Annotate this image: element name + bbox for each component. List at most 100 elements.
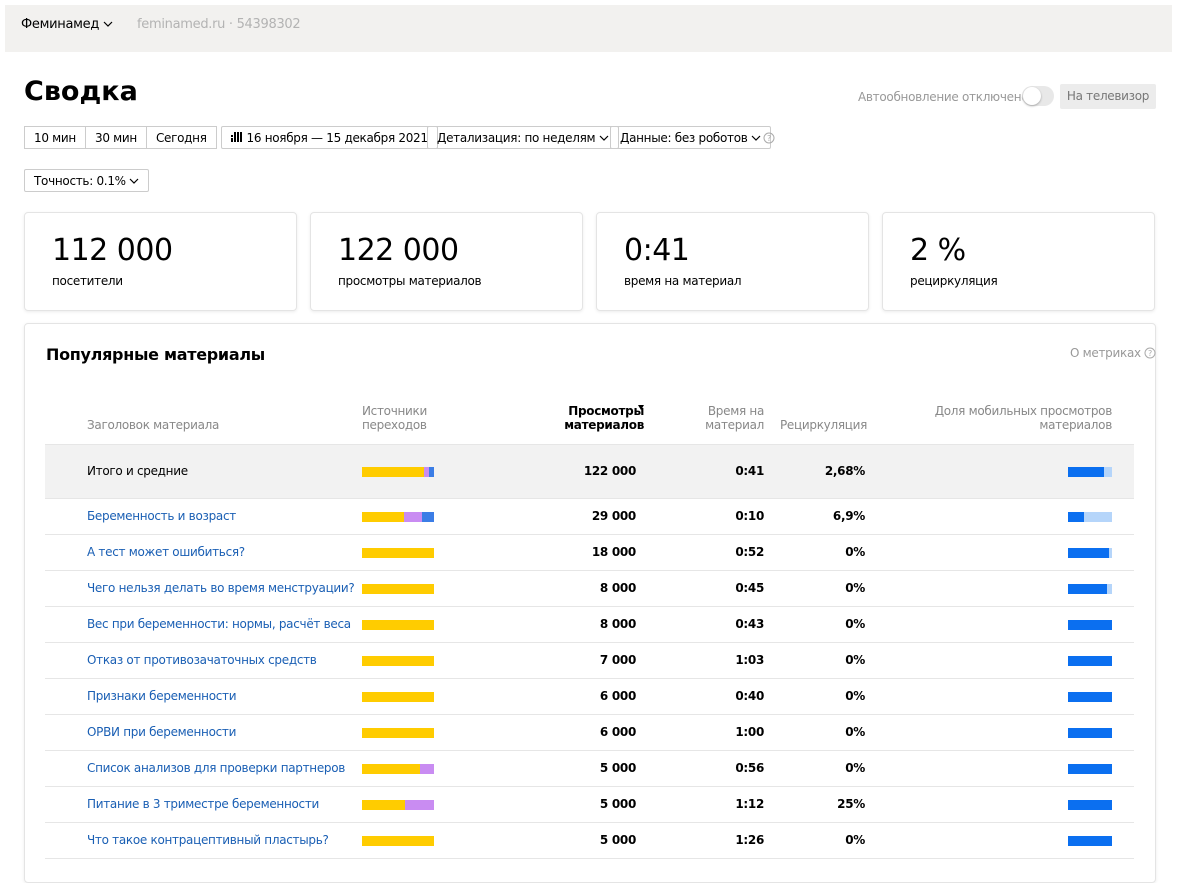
mobile-share: [1068, 836, 1112, 846]
mobile-share: [1068, 620, 1112, 630]
source-segment: [362, 656, 434, 666]
help-icon[interactable]: ?: [763, 132, 775, 144]
mobile-share: [1068, 764, 1112, 774]
about-metrics[interactable]: О метриках ?: [1070, 346, 1156, 360]
site-selector[interactable]: Феминамед: [21, 17, 113, 32]
sort-arrow[interactable]: [638, 405, 644, 410]
source-segment: [362, 836, 434, 846]
views: 7 000: [599, 653, 636, 667]
mobile-share: [1068, 584, 1107, 594]
site-name[interactable]: Феминамед: [21, 17, 100, 32]
sources-bar: [362, 512, 434, 522]
table-row: Признаки беременности 6 000 0:40 0%: [45, 679, 1134, 715]
data-select[interactable]: Данные: без роботов: [610, 126, 772, 149]
sources-bar: [362, 764, 434, 774]
top-bar: [5, 5, 1172, 52]
metric-label: просмотры материалов: [338, 274, 482, 288]
mobile-share: [1068, 692, 1112, 702]
metric-label: рециркуляция: [910, 274, 998, 288]
mobile-share: [1068, 800, 1112, 810]
accuracy-text[interactable]: Точность: 0.1%: [34, 174, 126, 188]
material-title[interactable]: Список анализов для проверки партнеров: [87, 761, 346, 775]
material-title[interactable]: Что такое контрацептивный пластырь?: [87, 833, 329, 847]
source-segment: [362, 467, 424, 477]
time: 0:56: [735, 761, 764, 775]
help-icon: ?: [1144, 347, 1156, 359]
date-range[interactable]: 16 ноября — 15 декабря 2021: [221, 126, 438, 149]
views: 122 000: [583, 464, 636, 478]
chevron: [103, 21, 113, 27]
material-title[interactable]: Питание в 3 триместре беременности: [87, 797, 320, 811]
recirculation: 2,68%: [824, 464, 865, 478]
metric-value: 2 %: [910, 233, 966, 268]
sources-bar: [362, 467, 434, 477]
column-header: Доля мобильных просмотров материалов: [934, 404, 1113, 432]
time: 0:41: [735, 464, 764, 478]
svg-text:?: ?: [1148, 349, 1152, 358]
recirculation: 0%: [845, 581, 865, 595]
autoupdate-toggle[interactable]: [1022, 86, 1054, 106]
source-segment: [428, 467, 434, 477]
source-segment: [421, 512, 434, 522]
total-row: Итого и средние 122 000 0:41 2,68%: [45, 445, 1134, 499]
metric-card: 112 000 посетители: [24, 212, 297, 311]
column-header: Рециркуляция: [780, 418, 868, 432]
source-segment: [362, 620, 434, 630]
material-title[interactable]: Вес при беременности: нормы, расчёт веса: [87, 617, 351, 631]
about-text[interactable]: О метриках: [1070, 346, 1141, 360]
period-button[interactable]: Сегодня: [145, 126, 217, 149]
table-row: Вес при беременности: нормы, расчёт веса…: [45, 607, 1134, 643]
column-header[interactable]: Просмотры материалов: [564, 404, 644, 432]
table-row: Беременность и возраст 29 000 0:10 6,9%: [45, 499, 1134, 535]
period-buttons: 10 мин 30 мин Сегодня: [24, 126, 217, 149]
recirculation: 25%: [837, 797, 865, 811]
column-header: Заголовок материала: [87, 418, 220, 432]
views: 5 000: [599, 833, 636, 847]
counter-id: feminamed.ru · 54398302: [137, 17, 301, 32]
time: 1:26: [735, 833, 764, 847]
mobile-share: [1068, 548, 1110, 558]
page: Феминамед feminamed.ru · 54398302 Сводка…: [5, 5, 1172, 883]
views: 5 000: [599, 797, 636, 811]
source-segment: [362, 512, 404, 522]
data-filter-text[interactable]: Данные: без роботов: [620, 131, 748, 145]
metric-card: 122 000 просмотры материалов: [310, 212, 583, 311]
sources-bar: [362, 548, 434, 558]
accuracy-select[interactable]: Точность: 0.1%: [24, 169, 150, 192]
table-row: Питание в 3 триместре беременности 5 000 1…: [45, 787, 1134, 823]
tv-button[interactable]: На телевизор: [1060, 84, 1156, 109]
material-title[interactable]: Беременность и возраст: [87, 509, 236, 523]
material-title[interactable]: Отказ от противозачаточных средств: [87, 653, 317, 667]
period-button[interactable]: 30 мин: [84, 126, 147, 149]
total-title: Итого и средние: [87, 464, 188, 478]
period-button[interactable]: 10 мин: [24, 126, 86, 149]
source-segment: [423, 467, 429, 477]
material-title[interactable]: А тест может ошибиться?: [87, 545, 245, 559]
metric-label: время на материал: [624, 274, 742, 288]
recirculation: 0%: [845, 833, 865, 847]
recirculation: 0%: [845, 653, 865, 667]
mobile-bar: [1068, 512, 1112, 522]
chevron: [751, 135, 761, 141]
material-title[interactable]: ОРВИ при беременности: [87, 725, 237, 739]
sources-bar: [362, 836, 434, 846]
table-row: Отказ от противозачаточных средств 7 000 1…: [45, 643, 1134, 679]
detail-select[interactable]: Детализация: по неделям: [427, 126, 619, 149]
mobile-share: [1068, 656, 1112, 666]
detail-text[interactable]: Детализация: по неделям: [437, 131, 596, 145]
material-title[interactable]: Чего нельзя делать во время менструации?: [87, 581, 355, 595]
sources-bar: [362, 728, 434, 738]
date-range-text[interactable]: 16 ноября — 15 декабря 2021: [246, 131, 429, 145]
page-title: Сводка: [24, 76, 138, 107]
metric-value: 112 000: [52, 233, 173, 268]
source-segment: [362, 800, 406, 810]
mobile-share: [1068, 512, 1084, 522]
sources-bar: [362, 620, 434, 630]
metric-label: посетители: [52, 274, 123, 288]
material-title[interactable]: Признаки беременности: [87, 689, 237, 703]
time: 0:43: [735, 617, 764, 631]
source-segment: [362, 728, 434, 738]
chevron: [129, 178, 139, 184]
views: 29 000: [591, 509, 636, 523]
column-header: Источники переходов: [362, 404, 427, 432]
